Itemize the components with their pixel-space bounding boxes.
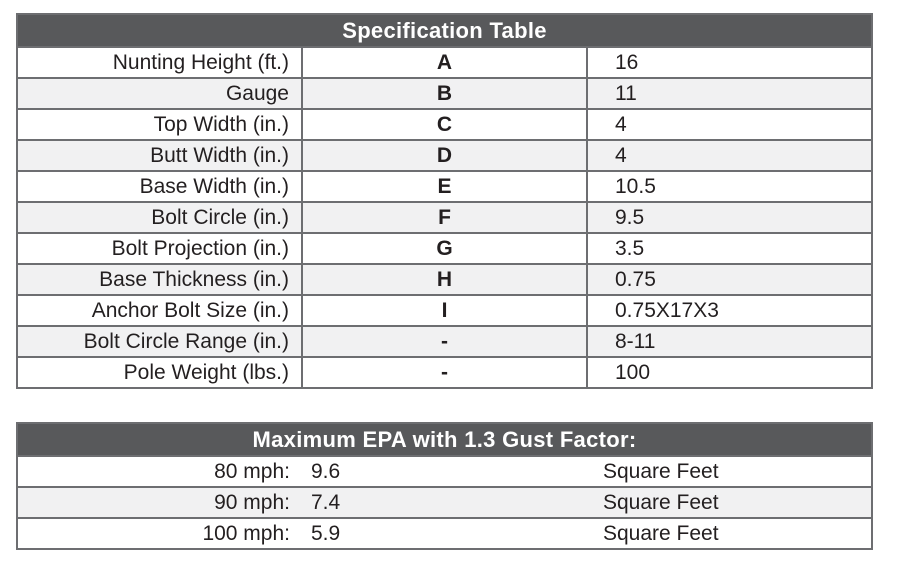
epa-speed: 100 mph: bbox=[17, 517, 302, 550]
spec-label: Gauge bbox=[16, 77, 303, 110]
spec-row: Gauge B 11 bbox=[16, 77, 873, 110]
spec-key: H bbox=[301, 263, 588, 296]
spec-row: Top Width (in.) C 4 bbox=[16, 108, 873, 141]
epa-row: 90 mph: 7.4 Square Feet bbox=[17, 486, 872, 519]
spec-row: Anchor Bolt Size (in.) I 0.75X17X3 bbox=[16, 294, 873, 327]
spec-value: 3.5 bbox=[586, 232, 873, 265]
specification-table-header-row: Specification Table bbox=[16, 13, 873, 48]
spec-row: Bolt Circle Range (in.) - 8-11 bbox=[16, 325, 873, 358]
spec-row: Bolt Circle (in.) F 9.5 bbox=[16, 201, 873, 234]
spec-value: 8-11 bbox=[586, 325, 873, 358]
spec-label: Base Thickness (in.) bbox=[16, 263, 303, 296]
spec-label: Bolt Projection (in.) bbox=[16, 232, 303, 265]
spec-value: 9.5 bbox=[586, 201, 873, 234]
epa-row: 80 mph: 9.6 Square Feet bbox=[17, 455, 872, 488]
spec-label: Base Width (in.) bbox=[16, 170, 303, 203]
spec-key: B bbox=[301, 77, 588, 110]
spec-key: I bbox=[301, 294, 588, 327]
epa-speed: 90 mph: bbox=[17, 486, 302, 519]
spec-label: Bolt Circle (in.) bbox=[16, 201, 303, 234]
epa-unit: Square Feet bbox=[587, 455, 872, 488]
epa-row: 100 mph: 5.9 Square Feet bbox=[17, 517, 872, 550]
specification-table-title: Specification Table bbox=[16, 13, 873, 48]
spec-key: - bbox=[301, 356, 588, 389]
spec-value: 0.75 bbox=[586, 263, 873, 296]
epa-value: 7.4 bbox=[302, 486, 587, 519]
specification-table: Specification Table Nunting Height (ft.)… bbox=[16, 13, 873, 389]
max-epa-header-row: Maximum EPA with 1.3 Gust Factor: bbox=[16, 422, 873, 457]
spec-row: Bolt Projection (in.) G 3.5 bbox=[16, 232, 873, 265]
max-epa-title: Maximum EPA with 1.3 Gust Factor: bbox=[16, 422, 873, 457]
epa-value: 5.9 bbox=[302, 517, 587, 550]
max-epa-table: Maximum EPA with 1.3 Gust Factor: 80 mph… bbox=[16, 422, 873, 550]
spec-row: Pole Weight (lbs.) - 100 bbox=[16, 356, 873, 389]
spec-key: D bbox=[301, 139, 588, 172]
spec-value: 4 bbox=[586, 108, 873, 141]
spec-row: Base Thickness (in.) H 0.75 bbox=[16, 263, 873, 296]
spec-label: Anchor Bolt Size (in.) bbox=[16, 294, 303, 327]
epa-value: 9.6 bbox=[302, 455, 587, 488]
epa-unit: Square Feet bbox=[587, 486, 872, 519]
spec-label: Pole Weight (lbs.) bbox=[16, 356, 303, 389]
spec-value: 100 bbox=[586, 356, 873, 389]
spec-row: Butt Width (in.) D 4 bbox=[16, 139, 873, 172]
spec-key: - bbox=[301, 325, 588, 358]
spec-label: Butt Width (in.) bbox=[16, 139, 303, 172]
spec-key: G bbox=[301, 232, 588, 265]
spec-key: F bbox=[301, 201, 588, 234]
spec-key: E bbox=[301, 170, 588, 203]
spec-key: A bbox=[301, 46, 588, 79]
spec-label: Nunting Height (ft.) bbox=[16, 46, 303, 79]
spec-row: Base Width (in.) E 10.5 bbox=[16, 170, 873, 203]
spec-value: 11 bbox=[586, 77, 873, 110]
epa-unit: Square Feet bbox=[587, 517, 872, 550]
spec-row: Nunting Height (ft.) A 16 bbox=[16, 46, 873, 79]
spec-value: 0.75X17X3 bbox=[586, 294, 873, 327]
spec-key: C bbox=[301, 108, 588, 141]
spec-label: Top Width (in.) bbox=[16, 108, 303, 141]
epa-speed: 80 mph: bbox=[17, 455, 302, 488]
spec-value: 10.5 bbox=[586, 170, 873, 203]
spec-label: Bolt Circle Range (in.) bbox=[16, 325, 303, 358]
spec-value: 16 bbox=[586, 46, 873, 79]
spec-value: 4 bbox=[586, 139, 873, 172]
